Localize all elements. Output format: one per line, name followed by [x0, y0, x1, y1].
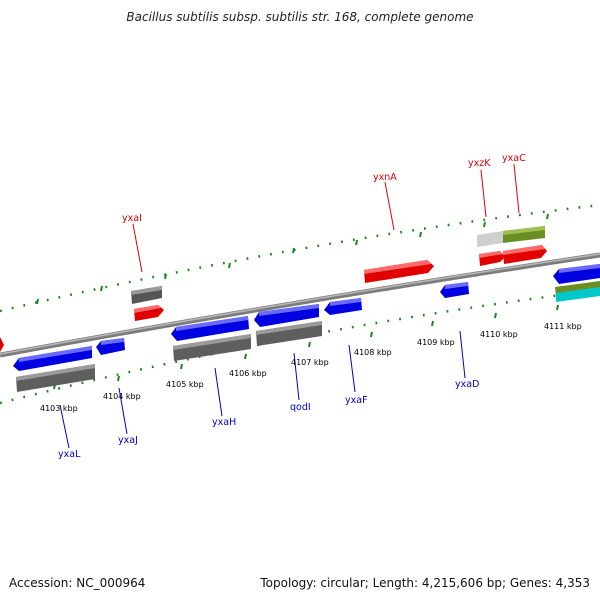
label-leader-lines — [59, 163, 520, 449]
feature-box-right-cyan[interactable] — [556, 287, 600, 302]
forward-tick — [164, 273, 167, 280]
tick-label-4104: 4104 kbp — [103, 392, 141, 401]
feature-arrow-yxnA[interactable] — [364, 260, 434, 283]
feature-box-yxzK-pseudo[interactable] — [477, 231, 503, 247]
leader-line-yxaD — [459, 330, 466, 379]
forward-tick — [228, 262, 231, 269]
feature-arrow-yxaD[interactable] — [440, 282, 469, 298]
feature-arrow-yxaC-red[interactable] — [503, 245, 547, 264]
scale-tick-labels: 4103 kbp 4104 kbp 4105 kbp 4106 kbp 4107… — [40, 322, 582, 413]
reverse-tick — [117, 375, 120, 382]
genome-backbone-highlight — [0, 253, 600, 355]
tick-label-4108: 4108 kbp — [354, 348, 392, 357]
backbone-group — [0, 252, 600, 358]
forward-tick — [100, 285, 103, 292]
leader-line-yxaC — [513, 163, 520, 214]
reverse-tick — [556, 304, 559, 311]
forward-tick — [355, 239, 358, 246]
gene-label-yxaC[interactable]: yxaC — [502, 153, 526, 164]
forward-tick — [483, 221, 486, 228]
leader-line-yxaL — [59, 404, 70, 449]
feature-arrow-qodI[interactable] — [254, 304, 319, 327]
gene-label-yxaL[interactable]: yxaL — [58, 449, 81, 460]
reverse-gene-labels: yxaL yxaJ yxaH qodI yxaF yxaD — [58, 379, 479, 460]
leader-line-yxaI — [132, 223, 143, 273]
genome-summary-text: Topology: circular; Length: 4,215,606 bp… — [260, 576, 590, 590]
reverse-tick — [431, 320, 434, 327]
leader-line-yxnA — [384, 181, 395, 231]
gene-label-yxaD[interactable]: yxaD — [455, 379, 479, 390]
reverse-tick — [244, 353, 247, 360]
gene-label-yxnA[interactable]: yxnA — [373, 172, 397, 183]
leader-line-yxzK — [480, 169, 487, 218]
reverse-tick — [180, 363, 183, 370]
feature-arrow-yxzK-red[interactable] — [479, 251, 505, 266]
feature-arrow-yxaI-red[interactable] — [134, 305, 164, 321]
reverse-tick — [370, 331, 373, 338]
leader-line-qodI — [293, 352, 300, 401]
forward-gene-labels: yxaI yxnA yxzK yxaC — [122, 153, 526, 224]
feature-arrow-yxaL[interactable] — [13, 346, 92, 371]
gene-label-qodI[interactable]: qodI — [290, 402, 311, 413]
reverse-features[interactable] — [13, 264, 600, 392]
forward-tick — [292, 247, 295, 254]
leader-line-yxaF — [348, 344, 356, 393]
accession-text: Accession: NC_000964 — [9, 576, 146, 590]
gene-label-yxaI[interactable]: yxaI — [122, 213, 142, 224]
feature-arrow-yxaI-gray[interactable] — [131, 286, 162, 304]
feature-arrow-yxaF[interactable] — [324, 298, 362, 315]
gene-label-yxzK[interactable]: yxzK — [468, 158, 491, 169]
gene-label-yxaJ[interactable]: yxaJ — [118, 435, 138, 446]
tick-label-4110: 4110 kbp — [480, 330, 518, 339]
tick-label-4107: 4107 kbp — [291, 358, 329, 367]
tick-label-4103: 4103 kbp — [40, 404, 78, 413]
tick-label-4111: 4111 kbp — [544, 322, 582, 331]
forward-major-ticks — [36, 213, 549, 305]
leader-line-yxaH — [214, 367, 223, 417]
map-title: Bacillus subtilis subsp. subtilis str. 1… — [126, 10, 474, 24]
tick-label-4105: 4105 kbp — [166, 380, 204, 389]
tick-label-4106: 4106 kbp — [229, 369, 267, 378]
feature-arrow-right-edge-blue[interactable] — [553, 264, 600, 284]
feature-box-yxaL-gray[interactable] — [16, 364, 95, 392]
feature-arrow-yxaH[interactable] — [171, 316, 249, 341]
reverse-tick — [494, 312, 497, 319]
feature-arrow-yxaJ[interactable] — [96, 338, 125, 355]
gene-label-yxaH[interactable]: yxaH — [212, 417, 236, 428]
tick-label-4109: 4109 kbp — [417, 338, 455, 347]
forward-tick — [546, 213, 549, 220]
feature-box-yxaC-other[interactable] — [503, 226, 545, 243]
gene-label-yxaF[interactable]: yxaF — [345, 395, 368, 406]
leader-line-yxaJ — [118, 387, 128, 435]
forward-features[interactable] — [0, 226, 600, 352]
forward-tick — [419, 231, 422, 238]
genome-backbone — [0, 252, 600, 358]
forward-tick — [36, 298, 39, 305]
feature-arrow-left-edge-red[interactable] — [0, 337, 4, 352]
feature-box-yxaH-gray[interactable] — [173, 334, 251, 361]
reverse-tick — [308, 341, 311, 348]
reverse-major-ticks — [53, 304, 559, 390]
feature-box-qodI-gray[interactable] — [256, 321, 322, 346]
